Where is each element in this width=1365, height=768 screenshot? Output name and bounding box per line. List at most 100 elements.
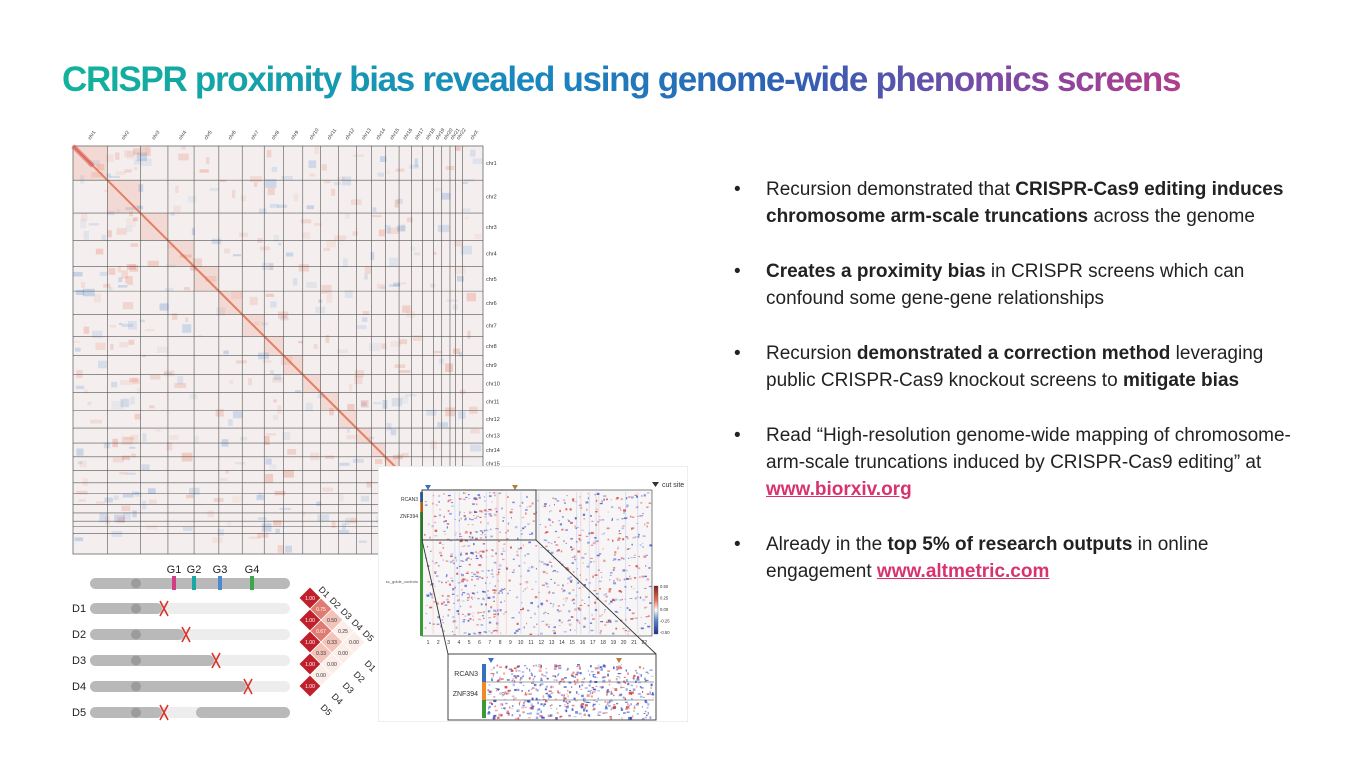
zoom-x-tick: 20 (621, 640, 627, 646)
heatmap-top-label: chr2 (121, 130, 132, 142)
bullet-dot: • (734, 534, 741, 555)
inset-znf394-bar (482, 682, 486, 700)
matrix-value: 1.00 (305, 640, 315, 646)
heatmap-top-label: chr15 (389, 127, 401, 141)
guide-mark-g1 (172, 576, 176, 590)
matrix-side-label: D4 (330, 691, 345, 706)
heatmap-top-label: chr10 (308, 127, 320, 141)
colorbar-tick: -0.50 (660, 630, 670, 635)
text: in CRISPR screens which can confound som… (766, 261, 1245, 309)
text: Recursion (766, 343, 857, 364)
colorbar-tick: -0.25 (660, 619, 670, 624)
connector-right (535, 539, 657, 655)
colorbar-tick: 0.00 (660, 607, 669, 612)
gene-label-rcan3: RCAN3 (401, 497, 418, 503)
matrix-value: 1.00 (305, 684, 315, 690)
matrix-value: 0.50 (327, 618, 337, 624)
heatmap-top-label: chr11 (326, 128, 338, 142)
zoom-x-tick: 13 (549, 640, 555, 646)
heatmap-top-label: chr8 (271, 130, 282, 142)
matrix-value: 1.00 (305, 662, 315, 668)
bullet-item: • Read “High-resolution genome-wide mappi… (734, 422, 1294, 503)
correlation-matrix: 1.001.001.001.001.000.750.500.250.000.67… (298, 584, 378, 718)
heatmap-right-label: chr1 (486, 161, 497, 167)
heatmap-right-label: chr8 (486, 344, 497, 350)
zoom-x-tick: 12 (539, 640, 545, 646)
bold-text: mitigate bias (1122, 370, 1240, 391)
zoom-x-ticks: 12345678910111213141516171819202122 (427, 640, 648, 646)
heatmap-top-label: chr17 (414, 127, 426, 141)
colorbar-tick: 0.50 (660, 584, 669, 589)
guide-label: G1 (167, 564, 182, 576)
heatmap-top-label: chr16 (402, 127, 414, 141)
zoom-x-tick: 11 (528, 640, 533, 646)
cut-site-marker-1 (425, 485, 431, 490)
link[interactable]: www.biorxiv.org (766, 479, 912, 500)
heatmap-right-label: chr12 (486, 417, 500, 423)
text: in online engagement (766, 534, 1209, 582)
gene-label-znf394: ZNF394 (400, 514, 418, 520)
heatmap-right-label: chr10 (486, 382, 500, 388)
heatmap-right-label: chr15 (486, 462, 500, 468)
row-label: D4 (72, 681, 86, 693)
link[interactable]: www.altmetric.com (876, 561, 1050, 582)
zoom-x-tick: 1 (427, 640, 430, 646)
matrix-value: 0.00 (349, 640, 359, 646)
guide-label: G4 (245, 564, 260, 576)
zoom-x-tick: 18 (600, 640, 606, 646)
zoom-x-tick: 15 (569, 640, 575, 646)
heatmap-top-label: chrX (469, 129, 480, 141)
matrix-value: 0.33 (327, 640, 337, 646)
zoom-x-tick: 8 (499, 640, 502, 646)
zoom-x-tick: 2 (437, 640, 440, 646)
heatmap-top-label: chr9 (290, 130, 301, 142)
connector-left (421, 539, 449, 655)
zoom-x-tick: 4 (458, 640, 461, 646)
bullet-dot: • (734, 425, 741, 446)
cut-site-legend: cut site (652, 482, 684, 489)
text: leveraging public CRISPR-Cas9 knockout s… (766, 343, 1264, 391)
reference-chromosome (90, 576, 290, 590)
colorbar-tick: 0.25 (660, 596, 669, 601)
cut-mark-icon (159, 600, 169, 617)
heatmap-right-label: chr3 (486, 225, 497, 231)
zoom-x-tick: 16 (580, 640, 586, 646)
truncation-rows: D1 D2 D3 D4 D5 (72, 600, 290, 721)
inset-rcan3-bar (482, 664, 486, 682)
zoom-x-tick: 3 (447, 640, 450, 646)
heatmap-right-label: chr7 (486, 323, 497, 329)
text: Recursion demonstrated that (766, 179, 1016, 200)
heatmap-top-label: chr5 (203, 130, 214, 142)
heatmap-right-label: chr4 (486, 251, 497, 257)
bullet-dot: • (734, 261, 741, 282)
heatmap-right-label: chr2 (486, 195, 497, 201)
matrix-cell (309, 663, 333, 687)
heatmap-right-label: chr14 (486, 448, 500, 454)
inset-label-rcan3: RCAN3 (454, 671, 478, 678)
matrix-value: 0.25 (338, 629, 348, 635)
znf394-bar (420, 502, 423, 512)
heatmap-top-label: chr1 (87, 130, 98, 142)
zoom-x-tick: 10 (518, 640, 524, 646)
heatmap-top-label: chr12 (344, 127, 356, 141)
text: Already in the (766, 534, 888, 555)
matrix-value: 1.00 (305, 596, 315, 602)
bold-text: CRISPR-Cas9 editing induces chromosome a… (766, 179, 1284, 227)
heatmap-top-label: chr13 (361, 127, 373, 141)
row-label: D1 (72, 603, 86, 615)
heatmap-top-label: chr4 (178, 130, 189, 142)
slide-title: CRISPR proximity bias revealed using gen… (62, 60, 1322, 100)
bullet-item: • Already in the top 5% of research outpu… (734, 531, 1294, 585)
inset-cut-marker-2 (616, 658, 622, 663)
zoom-x-tick: 19 (611, 640, 617, 646)
zoom-matrix (421, 489, 653, 637)
selection-box (421, 489, 537, 541)
heatmap-right-label: chr9 (486, 363, 497, 369)
heatmap-top-label: chr7 (250, 130, 261, 142)
heatmap-top-label: chr6 (227, 130, 238, 142)
text: Read “High-resolution genome-wide mappin… (766, 425, 1291, 473)
guide-mark-g2 (192, 576, 196, 590)
row-label: D2 (72, 629, 86, 641)
inset-cut-marker-1 (488, 658, 494, 663)
